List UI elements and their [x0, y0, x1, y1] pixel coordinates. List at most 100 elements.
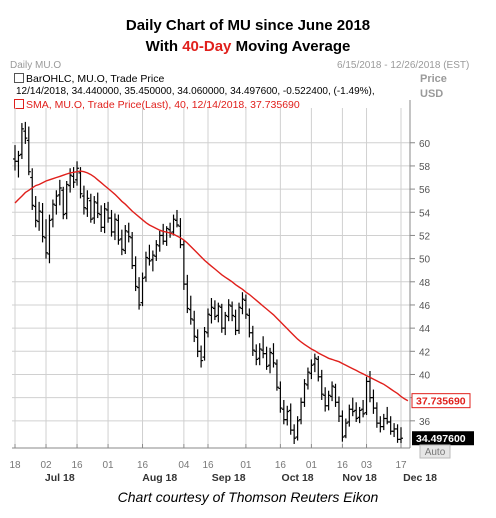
ohlc-bar: [240, 292, 245, 315]
ohlc-bar: [243, 294, 248, 319]
ohlc-bar: [181, 240, 186, 290]
ohlc-bar: [309, 359, 314, 380]
chart-caption: Chart courtesy of Thomson Reuters Eikon: [117, 489, 379, 505]
ohlc-bar: [261, 336, 266, 359]
ohlc-bar: [395, 424, 400, 443]
ohlc-bar: [257, 343, 262, 366]
ohlc-bar: [102, 203, 107, 234]
x-month-label: Nov 18: [342, 472, 377, 484]
x-month-label: Jul 18: [45, 472, 75, 484]
ohlc-bar: [392, 423, 397, 438]
ohlc-bar: [209, 298, 214, 324]
ohlc-bar: [44, 219, 49, 259]
ohlc-bar: [92, 196, 97, 224]
ohlc-bar: [268, 347, 273, 374]
title-suffix: Moving Average: [231, 38, 351, 55]
ohlc-bar: [81, 185, 86, 215]
ohlc-bar: [171, 214, 176, 236]
ohlc-bar: [143, 251, 148, 282]
price-labels: 37.735690 34.497600 Auto: [411, 393, 474, 459]
chart-grid: [12, 108, 410, 444]
ohlc-bar: [157, 230, 162, 252]
ohlc-bar: [340, 410, 345, 442]
chart-title-line1: Daily Chart of MU since June 2018: [125, 17, 371, 34]
legend-sma-title: SMA, MU.O, Trade Price(Last), 40, 12/14/…: [26, 99, 300, 111]
ohlc-bar: [78, 167, 83, 199]
ohlc-bar: [192, 310, 197, 343]
ohlc-bar: [233, 309, 238, 336]
ohlc-bar: [237, 302, 242, 334]
x-tick-label: 02: [40, 460, 52, 471]
y-tick-label: 60: [419, 139, 431, 150]
ohlc-bar: [230, 301, 235, 322]
ohlc-bar: [16, 150, 21, 178]
sma-line: [14, 170, 409, 402]
y-tick-label: 44: [419, 324, 431, 335]
ohlc-bar: [71, 167, 76, 188]
ohlc-bar: [88, 193, 93, 223]
ohlc-bar: [75, 161, 80, 186]
ohlc-bar: [385, 406, 390, 425]
ohlc-bar: [40, 203, 45, 243]
ohlc-bar: [64, 180, 69, 220]
ohlc-bar: [112, 213, 117, 241]
ohlc-bar: [133, 256, 138, 292]
y-tick-label: 46: [419, 301, 431, 312]
title-prefix: With: [145, 38, 183, 55]
ohlc-bar: [336, 396, 341, 422]
ohlc-bar: [26, 126, 31, 176]
title-highlight: 40-Day: [182, 38, 232, 55]
legend-sma[interactable]: SMA, MU.O, Trade Price(Last), 40, 12/14/…: [14, 99, 300, 111]
ohlc-bar: [319, 369, 324, 400]
ohlc-bar: [274, 359, 279, 391]
ohlc-bar: [202, 326, 207, 361]
x-tick-label: 16: [337, 460, 349, 471]
ohlc-bar: [164, 226, 169, 246]
ohlc-bar: [226, 299, 231, 322]
ohlc-bar: [254, 344, 259, 366]
ohlc-bar: [381, 413, 386, 431]
sma-series-line: [14, 170, 409, 402]
ohlc-bar: [126, 222, 131, 243]
ohlc-bar: [216, 302, 221, 323]
ohlc-bar: [57, 179, 62, 206]
x-tick-label: 18: [9, 460, 21, 471]
ohlc-bar: [23, 121, 28, 144]
x-tick-label: 03: [361, 460, 373, 471]
ohlc-bar: [119, 229, 124, 256]
auto-scale-button: [419, 444, 451, 459]
currency-label: USD: [420, 88, 444, 100]
y-tick-label: 52: [419, 231, 431, 242]
ohlc-bar: [161, 223, 166, 245]
ohlc-bar: [323, 387, 328, 412]
ohlc-bar: [85, 190, 90, 217]
ohlc-bar: [378, 416, 383, 433]
ohlc-bar: [316, 355, 321, 382]
ohlc-bar: [223, 311, 228, 336]
ohlc-bars: [13, 121, 403, 444]
ohlc-bar: [357, 406, 362, 424]
ohlc-bar: [61, 186, 66, 220]
ohlc-bar: [147, 244, 152, 266]
ohlc-bar: [350, 397, 355, 417]
chart-title-line2: With 40-Day Moving Average: [0, 38, 496, 55]
ohlc-bar: [299, 397, 304, 425]
ohlc-bar: [54, 190, 59, 215]
chart-axes: 3638404244464850525456586018021601160416…: [9, 100, 437, 484]
x-tick-label: 01: [306, 460, 318, 471]
ohlc-bar: [271, 343, 276, 368]
ohlc-bar: [292, 424, 297, 444]
price-axis-label: Price: [420, 73, 447, 85]
chart-symbol: Daily MU.O: [10, 60, 62, 71]
ohlc-bar: [326, 390, 331, 411]
ohlc-bar: [109, 209, 114, 237]
ohlc-bar: [95, 192, 100, 219]
ohlc-bar: [188, 295, 193, 325]
ohlc-bar: [305, 367, 310, 390]
ohlc-bar: [154, 240, 159, 261]
x-month-label: Oct 18: [282, 472, 314, 484]
legend-ohlc[interactable]: BarOHLC, MU.O, Trade Price: [14, 73, 164, 85]
ohlc-bar: [130, 231, 135, 270]
x-tick-label: 17: [395, 460, 407, 471]
